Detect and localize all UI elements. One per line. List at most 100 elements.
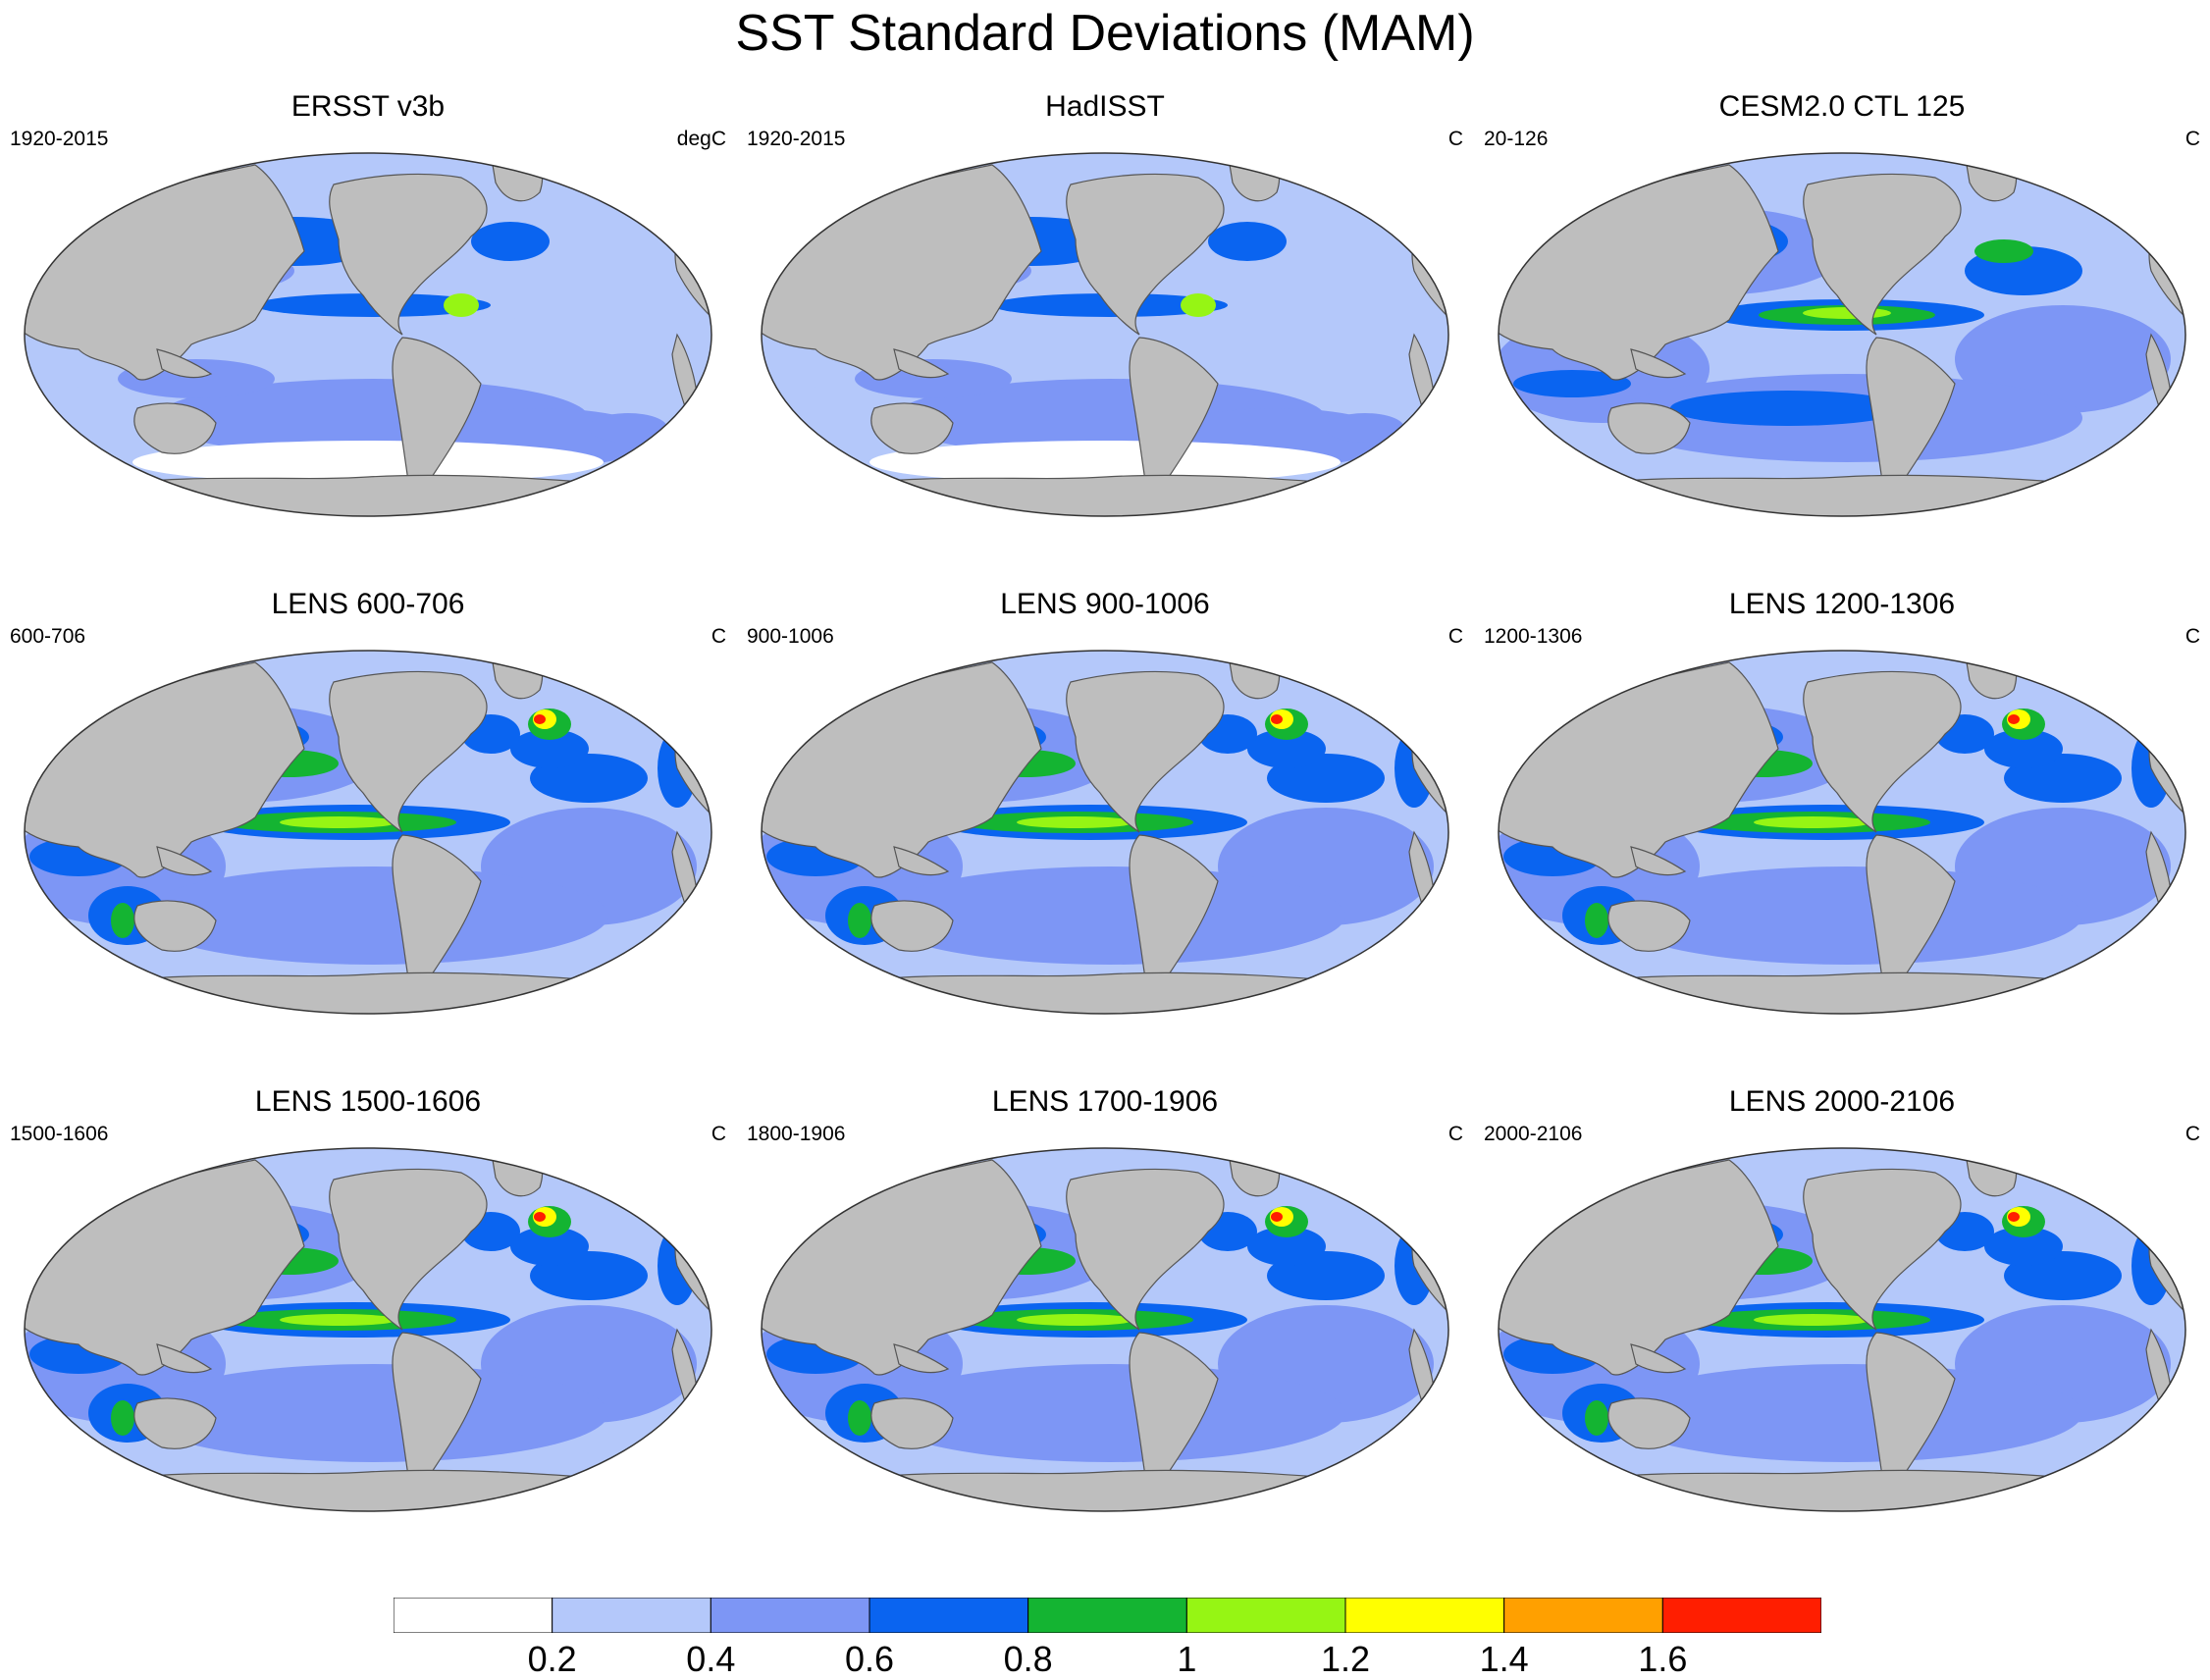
map-outline [24,650,712,1015]
sst-contour [1513,370,1631,397]
map-outline [761,650,1449,1015]
land-namerica [1803,173,1962,336]
sst-contour [1247,281,1444,389]
map-outline [24,1147,712,1512]
land-australia [870,900,954,952]
map-outline [1498,650,2186,1015]
sst-contour [534,714,546,724]
world-map [24,152,712,517]
sst-contour [471,222,550,261]
sst-contour [510,1227,589,1266]
sst-contour [1017,1314,1134,1326]
map-panel: LENS 900-1006 900-1006 C [737,588,1473,1049]
land-namerica [329,173,488,336]
colorbar-tick-label: 0.6 [844,1639,895,1679]
colorbar-segment [1027,1598,1187,1633]
sst-contour [1585,1400,1608,1436]
map-panel: LENS 1200-1306 1200-1306 C [1474,588,2210,1049]
panel-period: 900-1006 [747,625,834,648]
sst-contour [874,866,1345,965]
panel-title: LENS 2000-2106 [1728,1085,1956,1118]
sst-contour [1181,293,1216,317]
land-seasia [1630,348,1687,379]
land-seasia [893,348,950,379]
world-map [1498,152,2186,517]
colorbar-tick-label: 0.2 [527,1639,577,1679]
sst-contour [1208,222,1287,261]
sst-contour [280,1314,397,1326]
world-map [24,650,712,1015]
colorbar-tick-label: 1.2 [1320,1639,1371,1679]
land-namerica [329,670,488,833]
sst-contour [1585,903,1608,938]
world-map [1498,650,2186,1015]
sst-contour [111,903,134,938]
panel-units: C [710,1123,726,1145]
sst-contour [2008,714,2020,724]
sst-contour [1247,729,1326,768]
map-panel: LENS 1700-1906 1800-1906 C [737,1085,1473,1547]
panel-units: C [1447,128,1463,150]
land-seasia [893,846,950,876]
colorbar-segment [1344,1598,1505,1633]
colorbar-segment [1503,1598,1663,1633]
land-seasia [1630,1343,1687,1374]
panel-units: C [2184,1123,2200,1145]
land-australia [1607,900,1691,952]
world-map [761,1147,1449,1512]
colorbar [394,1598,1821,1633]
map-panel: ERSST v3b 1920-2015 degC [0,90,736,551]
world-map [24,1147,712,1512]
sst-contour [534,1212,546,1222]
sst-contour [589,413,667,443]
land-namerica [329,1168,488,1331]
sst-contour [874,1364,1345,1462]
colorbar-segment [868,1598,1029,1633]
colorbar-tick-label: 0.8 [1003,1639,1053,1679]
sst-contour [137,1364,608,1462]
map-panel: CESM2.0 CTL 125 20-126 C [1474,90,2210,551]
panel-period: 1200-1306 [1484,625,1583,648]
map-outline [761,1147,1449,1512]
sst-contour [1754,816,1871,828]
colorbar-segment [1661,1598,1821,1633]
sst-contour [137,866,608,965]
world-map [1498,1147,2186,1512]
sst-contour [1984,1227,2063,1266]
sst-contour [510,729,589,768]
sst-contour [848,903,871,938]
panel-period: 20-126 [1484,128,1549,150]
sst-contour [1974,239,2033,263]
land-australia [133,900,217,952]
panel-units: C [2184,625,2200,648]
sst-contour [1247,1227,1326,1266]
sst-contour [1271,714,1283,724]
colorbar-segment [552,1598,711,1633]
panel-title: LENS 1200-1306 [1728,588,1956,620]
land-australia [870,402,954,454]
map-outline [24,152,712,517]
sst-contour [1754,1314,1871,1326]
map-panel: HadISST 1920-2015 C [737,90,1473,551]
land-seasia [893,1343,950,1374]
land-namerica [1803,1168,1962,1331]
land-seasia [1630,846,1687,876]
sst-contour [111,1400,134,1436]
land-australia [870,1397,954,1449]
panel-title: LENS 900-1006 [1000,588,1210,620]
world-map [761,152,1449,517]
land-australia [133,402,217,454]
sst-contour [869,441,1341,484]
panel-units: degC [676,128,726,150]
panel-units: C [1447,1123,1463,1145]
sst-contour [1611,1364,2082,1462]
sst-contour [444,293,479,317]
panel-period: 2000-2106 [1484,1123,1583,1145]
map-panel: LENS 2000-2106 2000-2106 C [1474,1085,2210,1547]
panel-period: 1920-2015 [747,128,846,150]
land-australia [1607,1397,1691,1449]
panel-units: C [1447,625,1463,648]
panel-title: LENS 600-706 [271,588,465,620]
panel-period: 1920-2015 [10,128,109,150]
panel-title: HadISST [1045,90,1165,123]
